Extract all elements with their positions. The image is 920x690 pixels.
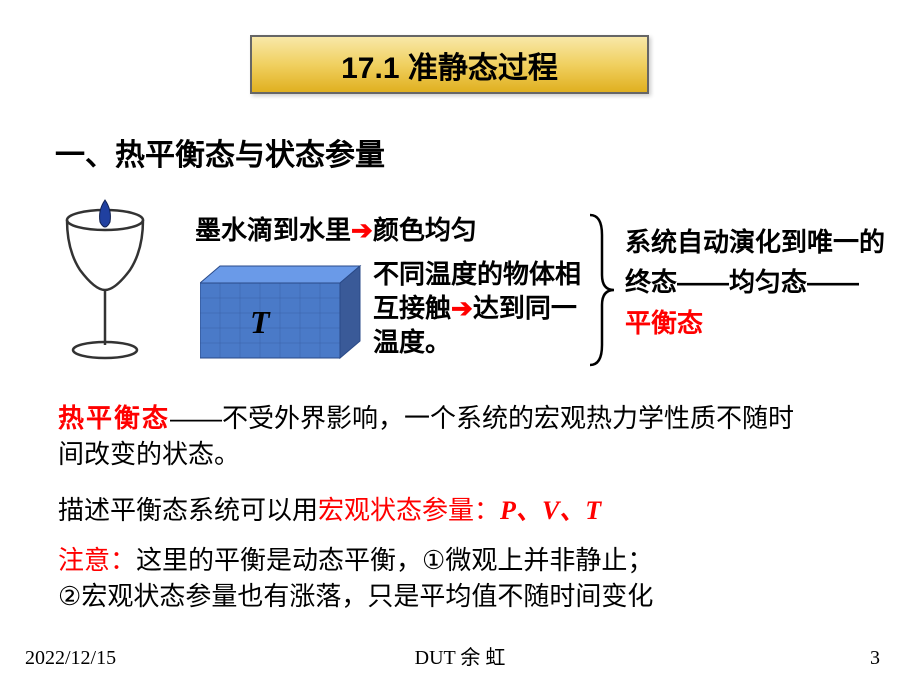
equilibrium-state: 平衡态	[625, 308, 703, 338]
ink-before: 墨水滴到水里	[195, 215, 351, 245]
title-box: 17.1 准静态过程	[250, 35, 649, 94]
system-evolution-text: 系统自动演化到唯一的终态——均匀态—— 平衡态	[625, 222, 885, 343]
note3: 宏观状态参量也有涨落，只是平均值不随时间变化	[81, 581, 653, 611]
circled-2: ②	[58, 581, 81, 611]
brace-icon	[582, 210, 622, 375]
equilibrium-definition: 热平衡态——不受外界影响，一个系统的宏观热力学性质不随时间改变的状态。	[58, 400, 798, 473]
cube-label: T	[250, 304, 271, 340]
note2: 微观上并非静止；	[445, 545, 653, 575]
macro-red: 宏观状态参量：	[318, 495, 500, 525]
macro-state-params: 描述平衡态系统可以用宏观状态参量：P、V、T	[58, 490, 878, 527]
ink-drop-text: 墨水滴到水里➔颜色均匀	[195, 210, 477, 247]
def-term: 热平衡态	[58, 403, 170, 433]
pvt-vars: P、V、T	[500, 496, 601, 525]
note-label: 注意：	[58, 545, 136, 575]
temperature-text: 不同温度的物体相互接触➔达到同一温度。	[373, 258, 593, 359]
section-heading: 一、热平衡态与状态参量	[55, 130, 385, 174]
circled-1: ①	[422, 545, 445, 575]
macro-intro: 描述平衡态系统可以用	[58, 495, 318, 525]
note-text: 注意：这里的平衡是动态平衡，①微观上并非静止； ②宏观状态参量也有涨落，只是平均值…	[58, 542, 878, 615]
title-text: 17.1 准静态过程	[341, 43, 558, 87]
arrow-icon: ➔	[351, 215, 373, 245]
wine-glass-icon	[60, 190, 150, 370]
ink-after: 颜色均匀	[373, 215, 477, 245]
note1: 这里的平衡是动态平衡，	[136, 545, 422, 575]
temperature-cube-icon: T	[200, 263, 365, 378]
arrow-icon: ➔	[451, 293, 473, 323]
system-black: 系统自动演化到唯一的终态——均匀态——	[625, 227, 885, 297]
footer-author: DUT 余 虹	[0, 641, 920, 670]
footer-page-number: 3	[870, 647, 880, 670]
